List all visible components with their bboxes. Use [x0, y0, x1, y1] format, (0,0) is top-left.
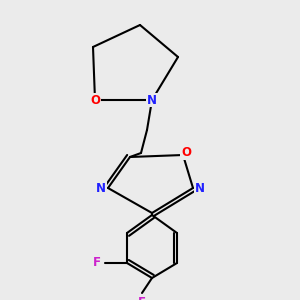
Text: F: F — [138, 296, 146, 300]
Text: F: F — [93, 256, 101, 269]
Text: N: N — [147, 94, 157, 106]
Text: N: N — [96, 182, 106, 194]
Text: O: O — [90, 94, 100, 106]
Text: O: O — [181, 146, 191, 160]
Text: N: N — [195, 182, 205, 194]
